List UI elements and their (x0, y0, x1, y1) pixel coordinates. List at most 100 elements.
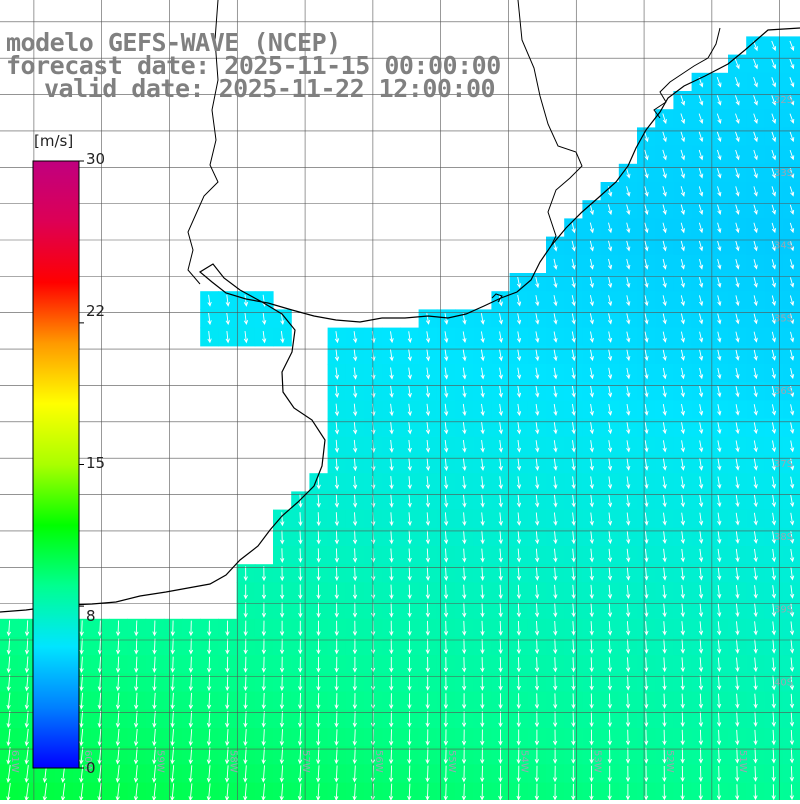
wind-arrow (334, 367, 340, 380)
wind-arrow (644, 584, 649, 600)
wind-arrow (571, 512, 576, 526)
wind-arrow (552, 711, 558, 728)
wind-arrow (444, 421, 449, 435)
wind-arrow (699, 277, 704, 289)
wind-arrow (734, 58, 740, 70)
wind-arrow (789, 675, 795, 691)
wind-arrow (461, 675, 467, 691)
wind-arrow (24, 674, 30, 692)
wind-arrow (698, 765, 703, 783)
wind-arrow (134, 638, 139, 655)
wind-arrow (753, 567, 758, 581)
wind-arrow (552, 765, 558, 783)
wind-arrow (553, 639, 558, 655)
wind-arrow (334, 693, 339, 710)
wind-arrow (626, 512, 631, 526)
wind-arrow (279, 602, 285, 618)
wind-arrow (771, 639, 776, 654)
wind-arrow (352, 638, 358, 655)
wind-arrow (115, 674, 121, 692)
wind-arrow (771, 404, 777, 416)
wind-arrow (698, 566, 704, 581)
wind-arrow (298, 656, 303, 673)
wind-arrow (589, 729, 594, 746)
wind-arrow (279, 566, 285, 582)
wind-arrow (662, 204, 667, 216)
wind-arrow (571, 530, 576, 545)
wind-arrow (716, 729, 722, 746)
wind-arrow (462, 512, 467, 527)
wind-arrow (589, 693, 594, 709)
wind-arrow (389, 548, 394, 563)
wind-arrow (353, 476, 358, 490)
wind-arrow (534, 729, 540, 746)
wind-arrow (480, 620, 485, 636)
wind-arrow (316, 548, 321, 563)
wind-arrow (644, 313, 649, 325)
wind-arrow (224, 765, 230, 783)
wind-arrow (716, 95, 722, 106)
wind-arrow (771, 766, 776, 782)
wind-arrow (425, 584, 431, 600)
wind-arrow (589, 530, 594, 545)
wind-arrow (698, 657, 704, 673)
wind-arrow (571, 584, 576, 600)
wind-arrow (24, 638, 30, 655)
wind-arrow (443, 602, 449, 618)
wind-arrow (425, 331, 431, 344)
wind-arrow (662, 331, 667, 343)
wind-speed-cell (782, 309, 800, 329)
wind-arrow (589, 494, 594, 508)
wind-arrow (771, 168, 777, 179)
lagoon-path (653, 27, 721, 119)
wind-arrow (553, 657, 558, 673)
wind-arrow (644, 621, 649, 636)
wind-arrow (571, 422, 576, 435)
wind-arrow (771, 567, 777, 581)
wind-arrow (644, 675, 649, 691)
wind-arrow (571, 458, 576, 471)
wind-arrow (334, 331, 340, 344)
wind-arrow (662, 367, 667, 380)
wind-arrow (771, 603, 777, 618)
wind-arrow (626, 657, 631, 673)
wind-arrow (662, 693, 667, 709)
wind-arrow (6, 728, 11, 747)
wind-arrow (771, 494, 777, 508)
wind-arrow (407, 602, 412, 618)
wind-arrow (735, 585, 740, 599)
wind-arrow (680, 258, 685, 270)
wind-arrow (225, 729, 230, 747)
wind-arrow (206, 729, 212, 747)
wind-arrow (298, 620, 303, 637)
wind-arrow (425, 512, 431, 527)
wind-arrow (480, 512, 485, 527)
wind-arrow (535, 440, 540, 453)
inlet-path (491, 293, 503, 303)
wind-arrow (170, 620, 175, 637)
wind-arrow (644, 476, 649, 490)
wind-arrow (516, 331, 522, 344)
wind-arrow (407, 530, 412, 545)
wind-arrow (680, 367, 685, 380)
wind-arrow (717, 603, 722, 618)
wind-arrow (789, 168, 795, 179)
wind-arrow (626, 458, 631, 471)
wind-arrow (79, 728, 84, 747)
wind-arrow (553, 584, 558, 600)
wind-arrow (771, 585, 777, 599)
wind-arrow (261, 711, 266, 728)
wind-arrow (589, 295, 594, 307)
wind-arrow (607, 765, 612, 783)
wind-arrow (516, 295, 522, 307)
wind-arrow (717, 494, 722, 508)
wind-arrow (352, 602, 358, 618)
wind-arrow (225, 638, 230, 655)
wind-arrow (680, 458, 686, 471)
wind-arrow (444, 367, 449, 380)
wind-arrow (607, 331, 613, 343)
wind-arrow (607, 711, 612, 728)
wind-arrow (353, 385, 358, 399)
wind-arrow (425, 765, 430, 783)
wind-arrows (6, 40, 795, 802)
